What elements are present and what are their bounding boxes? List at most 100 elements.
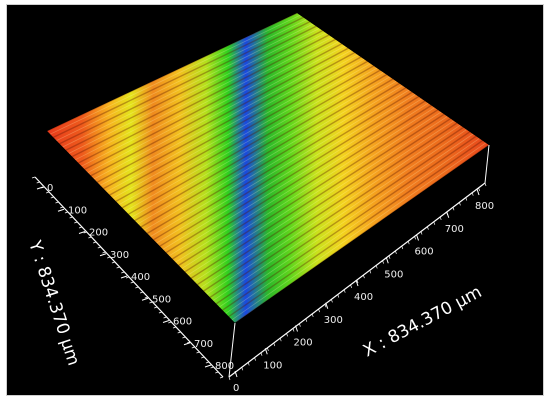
ridge-line	[121, 65, 375, 209]
z-axis-edge	[228, 144, 490, 378]
y-tick-label: 800	[215, 361, 234, 372]
y-minor-tick	[154, 306, 158, 309]
x-axis: 0 100 200 300 400 500 600 700 800	[228, 182, 494, 394]
y-tick	[78, 231, 86, 234]
y-minor-tick	[92, 241, 97, 244]
ridge-line	[212, 129, 467, 301]
ridge-line	[190, 113, 445, 279]
ridge-line	[171, 100, 426, 260]
y-minor-tick	[215, 371, 219, 374]
x-minor-tick	[331, 299, 333, 303]
ridge-line	[125, 67, 378, 212]
ridge-line	[203, 122, 458, 292]
ridge-line	[194, 116, 448, 282]
y-tick	[183, 342, 191, 346]
y-tick-label: 600	[173, 317, 192, 328]
ridge-line	[140, 78, 394, 228]
ridge-line	[115, 60, 368, 203]
ridge-line	[197, 118, 451, 286]
y-minor-tick	[135, 286, 139, 289]
ridge-line	[153, 87, 407, 241]
x-minor-tick	[363, 275, 365, 279]
ridge-line	[146, 82, 400, 235]
y-minor-tick	[107, 256, 111, 259]
x-minor-tick	[260, 352, 263, 356]
ridge-line	[225, 138, 480, 314]
x-tick-label: 100	[263, 360, 282, 371]
y-minor-tick	[163, 316, 167, 319]
y-tick	[36, 186, 44, 190]
x-minor-tick	[247, 362, 250, 366]
ridge-line	[118, 63, 371, 205]
y-minor-tick	[121, 271, 125, 274]
y-minor-tick	[41, 186, 45, 189]
y-minor-tick	[201, 356, 205, 359]
ridge-line	[200, 120, 455, 289]
x-tick	[325, 302, 329, 309]
surface-profile-viewport: 0 100 200 300 400 500 600 700 800 0 100 200 300 400 5…	[6, 4, 544, 396]
y-tick-label: 0	[47, 183, 53, 194]
y-minor-tick	[64, 211, 69, 214]
x-minor-tick	[427, 226, 429, 230]
y-minor-tick	[74, 221, 78, 224]
surface-mesh	[47, 13, 489, 323]
x-minor-tick	[452, 207, 455, 211]
y-minor-tick	[186, 341, 191, 344]
x-minor-tick	[439, 216, 442, 221]
ridge-line	[128, 69, 381, 215]
x-minor-tick	[286, 333, 288, 337]
x-minor-tick	[292, 328, 295, 332]
ridge-line	[68, 28, 320, 154]
ridge-line	[175, 102, 429, 263]
ridge-line	[59, 21, 311, 145]
x-tick-label: 600	[415, 247, 434, 258]
ridge-line	[187, 111, 442, 276]
ridge-line	[100, 50, 352, 186]
y-minor-tick	[78, 226, 83, 229]
ridge-line	[143, 80, 397, 231]
ridge-line	[87, 41, 339, 173]
y-tick	[204, 364, 212, 368]
y-tick	[99, 253, 107, 257]
ridge-line	[93, 45, 346, 180]
y-minor-tick	[45, 191, 50, 194]
x-tick-label: 500	[384, 269, 403, 280]
y-minor-tick	[149, 301, 153, 304]
y-tick-label: 400	[131, 272, 150, 283]
ridge-line	[90, 43, 343, 177]
x-minor-tick	[414, 236, 416, 240]
x-minor-tick	[407, 241, 410, 245]
x-minor-tick	[375, 265, 378, 269]
y-minor-tick	[69, 216, 73, 219]
y-minor-tick	[168, 321, 172, 324]
x-minor-tick	[273, 342, 276, 347]
x-minor-tick	[369, 270, 372, 274]
x-tick-label: 300	[324, 315, 343, 326]
ridge-line	[159, 91, 413, 247]
y-minor-tick	[205, 361, 210, 364]
surface-ridges	[47, 13, 489, 323]
x-minor-tick	[478, 187, 480, 191]
x-minor-tick	[343, 289, 346, 293]
x-tick	[476, 188, 480, 196]
x-minor-tick	[465, 197, 468, 201]
y-minor-tick	[139, 291, 144, 294]
x-minor-tick	[241, 367, 244, 371]
ridge-line	[75, 32, 326, 161]
y-tick	[120, 275, 128, 279]
x-minor-tick	[382, 260, 384, 264]
x-tick-label: 700	[445, 224, 464, 235]
y-minor-tick	[144, 296, 148, 299]
x-minor-tick	[433, 221, 436, 225]
ridge-line	[184, 109, 439, 273]
ridge-line	[103, 51, 355, 190]
ridge-line	[168, 98, 423, 257]
x-minor-tick	[356, 279, 359, 284]
y-minor-tick	[36, 181, 40, 184]
ridge-line	[228, 140, 483, 318]
x-minor-tick	[459, 202, 461, 206]
y-minor-tick	[88, 236, 92, 239]
ridge-line	[78, 34, 330, 164]
x-minor-tick	[228, 376, 231, 381]
